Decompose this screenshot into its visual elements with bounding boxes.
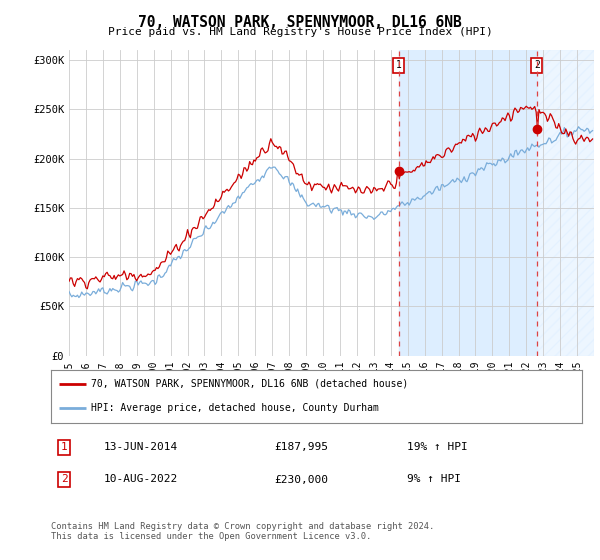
Bar — [537, 50, 594, 356]
Text: 70, WATSON PARK, SPENNYMOOR, DL16 6NB: 70, WATSON PARK, SPENNYMOOR, DL16 6NB — [138, 15, 462, 30]
Text: Contains HM Land Registry data © Crown copyright and database right 2024.
This d: Contains HM Land Registry data © Crown c… — [51, 522, 434, 542]
Text: £230,000: £230,000 — [274, 474, 328, 484]
Text: £187,995: £187,995 — [274, 442, 328, 452]
Text: Price paid vs. HM Land Registry's House Price Index (HPI): Price paid vs. HM Land Registry's House … — [107, 27, 493, 37]
Bar — [398, 50, 537, 356]
Text: 1: 1 — [395, 60, 401, 70]
Text: 70, WATSON PARK, SPENNYMOOR, DL16 6NB (detached house): 70, WATSON PARK, SPENNYMOOR, DL16 6NB (d… — [91, 379, 408, 389]
Text: 9% ↑ HPI: 9% ↑ HPI — [407, 474, 461, 484]
Text: 13-JUN-2014: 13-JUN-2014 — [104, 442, 178, 452]
Text: 2: 2 — [61, 474, 68, 484]
Text: 19% ↑ HPI: 19% ↑ HPI — [407, 442, 467, 452]
Text: 1: 1 — [61, 442, 68, 452]
Text: 2: 2 — [534, 60, 540, 70]
Text: 10-AUG-2022: 10-AUG-2022 — [104, 474, 178, 484]
Text: HPI: Average price, detached house, County Durham: HPI: Average price, detached house, Coun… — [91, 403, 379, 413]
